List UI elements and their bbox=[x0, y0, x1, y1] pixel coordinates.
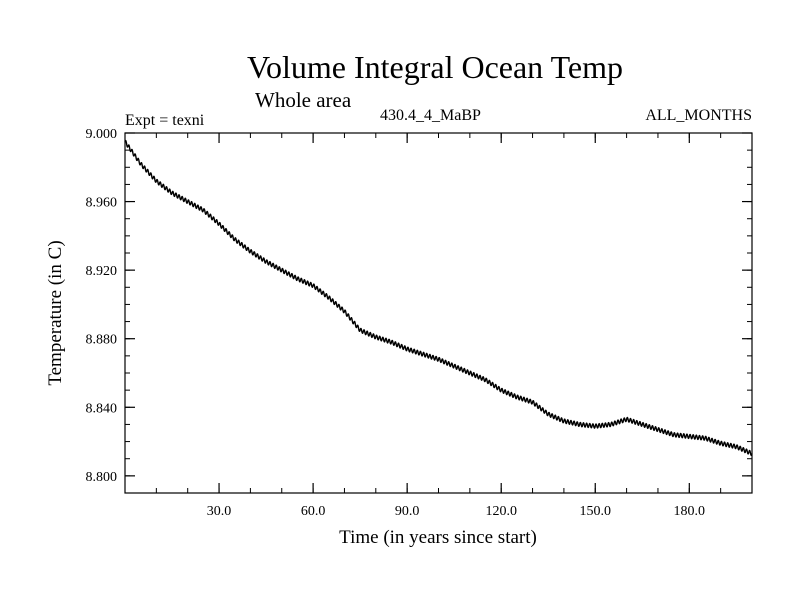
y-tick-label: 8.840 bbox=[86, 401, 118, 416]
months-label: ALL_MONTHS bbox=[645, 107, 752, 124]
x-tick-label: 60.0 bbox=[301, 504, 326, 519]
axis-ticks: 30.0 60.0 90.0 120.0 150.0 180.0 8.800 8.840 8.8… bbox=[86, 127, 752, 519]
y-axis-label: Temperature (in C) bbox=[45, 240, 66, 385]
y-tick-label: 9.000 bbox=[86, 127, 118, 142]
chart-subtitle: Whole area bbox=[255, 88, 352, 112]
y-tick-label: 8.960 bbox=[86, 196, 118, 211]
y-tick-label: 8.880 bbox=[86, 333, 118, 348]
y-tick-label: 8.800 bbox=[86, 470, 118, 485]
x-tick-label: 90.0 bbox=[395, 504, 420, 519]
x-tick-label: 150.0 bbox=[580, 504, 612, 519]
x-tick-label: 120.0 bbox=[485, 504, 517, 519]
plot-frame bbox=[124, 132, 753, 494]
chart-title: Volume Integral Ocean Temp bbox=[247, 49, 623, 85]
x-tick-label: 180.0 bbox=[674, 504, 706, 519]
series-group bbox=[124, 139, 753, 456]
x-axis-label: Time (in years since start) bbox=[339, 527, 537, 548]
run-label: 430.4_4_MaBP bbox=[380, 107, 481, 124]
series-line bbox=[124, 139, 753, 456]
expt-label: Expt = texni bbox=[125, 112, 205, 129]
y-tick-label: 8.920 bbox=[86, 264, 118, 279]
x-tick-label: 30.0 bbox=[207, 504, 232, 519]
